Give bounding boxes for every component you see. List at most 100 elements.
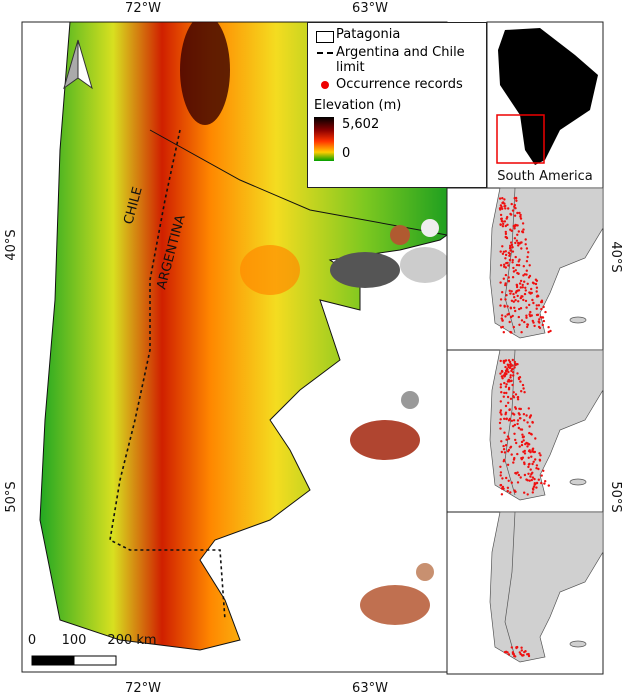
occurrence-point xyxy=(526,445,529,448)
occurrence-point xyxy=(506,215,509,219)
occurrence-point xyxy=(507,276,510,279)
occurrence-point xyxy=(521,433,524,436)
border-line xyxy=(109,129,226,621)
occurrence-point xyxy=(531,449,534,452)
occurrence-point xyxy=(502,448,506,451)
occurrence-point xyxy=(508,252,512,255)
occurrence-point xyxy=(528,303,531,307)
occurrence-point xyxy=(514,363,517,367)
ramp-label: 5,602 xyxy=(342,117,380,132)
legend-item: Patagonia xyxy=(314,27,480,43)
occurrence-point xyxy=(501,220,504,223)
occurrence-point xyxy=(538,458,541,461)
occurrence-point xyxy=(508,254,511,257)
occurrence-point xyxy=(504,444,508,447)
occurrence-point xyxy=(513,214,517,217)
occurrence-point xyxy=(522,439,525,442)
occurrence-point xyxy=(507,207,510,210)
occurrence-point xyxy=(520,443,524,447)
occurrence-point xyxy=(501,197,504,200)
occurrence-point xyxy=(499,411,502,414)
occurrence-point xyxy=(510,419,514,422)
occurrence-point xyxy=(547,484,550,487)
occurrence-point xyxy=(517,315,520,319)
occurrence-point xyxy=(502,395,505,398)
occurrence-point xyxy=(527,654,531,658)
occurrence-point xyxy=(499,383,503,386)
occurrence-point xyxy=(541,323,544,327)
occurrence-point xyxy=(516,363,519,366)
occurrence-point xyxy=(537,320,540,323)
occurrence-point xyxy=(516,422,519,426)
occurrence-point xyxy=(527,407,530,410)
occurrence-point xyxy=(510,379,513,383)
occurrence-point xyxy=(537,304,541,307)
occurrence-point xyxy=(517,230,520,233)
occurrence-point xyxy=(523,320,526,324)
occurrence-point xyxy=(521,231,525,234)
occurrence-point xyxy=(513,197,516,200)
occurrence-point xyxy=(547,330,550,334)
occurrence-point xyxy=(498,197,502,200)
occurrence-point xyxy=(549,329,552,333)
occurrence-point xyxy=(509,445,513,448)
occurrence-point xyxy=(518,417,522,420)
occurrence-point xyxy=(507,280,511,283)
occurrence-point xyxy=(521,383,525,387)
occurrence-point xyxy=(501,477,504,480)
occurrence-point xyxy=(499,427,502,430)
occurrence-point xyxy=(525,314,528,317)
occurrence-point xyxy=(504,385,508,388)
occurrence-point xyxy=(522,413,526,416)
occurrence-point xyxy=(499,208,502,211)
legend-label: Patagonia xyxy=(336,27,401,42)
occurrence-point xyxy=(499,250,502,253)
occurrence-point xyxy=(517,426,520,430)
occurrence-point xyxy=(519,476,522,479)
occurrence-point xyxy=(503,198,506,201)
occurrence-point xyxy=(527,465,530,469)
occurrence-point xyxy=(518,211,521,215)
occurrence-point xyxy=(525,306,528,309)
occurrence-point xyxy=(515,646,518,650)
occurrence-point xyxy=(502,361,506,364)
occurrence-point xyxy=(504,298,507,301)
occurrence-point xyxy=(504,207,507,210)
occurrence-point xyxy=(513,306,516,309)
occurrence-point xyxy=(499,304,502,307)
occurrence-point xyxy=(536,313,540,316)
occurrence-point xyxy=(528,449,531,452)
latitude-label: 50°S xyxy=(608,481,623,512)
occurrence-point xyxy=(503,381,506,385)
occurrence-point xyxy=(507,388,511,391)
occurrence-point xyxy=(508,408,511,411)
occurrence-point xyxy=(535,290,538,293)
occurrence-point xyxy=(531,476,535,479)
patagonia-boundary xyxy=(149,129,447,236)
occurrence-point xyxy=(530,287,533,291)
occurrence-point xyxy=(499,400,502,403)
occurrence-point xyxy=(512,374,515,377)
occurrence-point xyxy=(514,241,517,245)
occurrence-point xyxy=(531,462,534,466)
occurrence-point xyxy=(513,432,516,435)
inset-extent xyxy=(496,114,545,164)
occurrence-point xyxy=(540,307,543,311)
occurrence-point xyxy=(509,397,513,400)
occurrence-point xyxy=(505,383,508,386)
occurrence-point xyxy=(515,472,518,475)
occurrence-point xyxy=(529,314,532,318)
occurrence-point xyxy=(500,487,504,490)
occurrence-point xyxy=(524,289,527,292)
occurrence-point xyxy=(517,264,521,267)
north-arrow xyxy=(77,39,93,90)
occurrence-point xyxy=(535,486,538,489)
occurrence-point xyxy=(508,258,512,262)
occurrence-point xyxy=(535,307,538,310)
occurrence-point xyxy=(511,209,515,212)
occurrence-point xyxy=(532,485,536,488)
occurrence-point xyxy=(519,217,523,220)
occurrence-point xyxy=(527,251,530,254)
occurrence-point xyxy=(507,370,510,374)
occurrence-point xyxy=(502,374,505,377)
